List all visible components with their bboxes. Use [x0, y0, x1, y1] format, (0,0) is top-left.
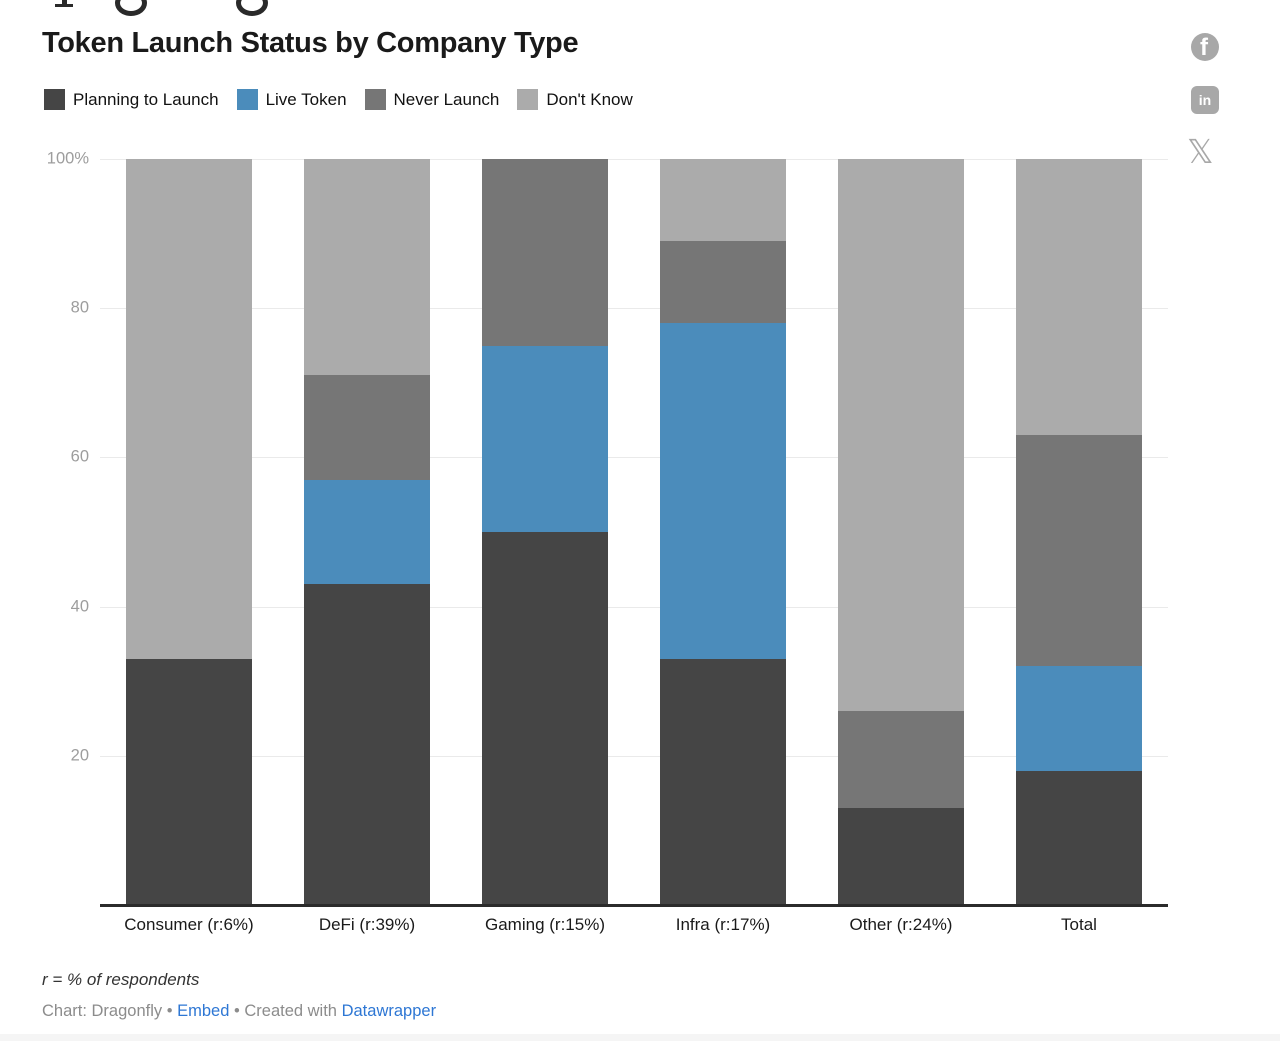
legend-item-don-t-know: Don't Know [517, 89, 633, 110]
credit-separator: • [166, 1002, 173, 1020]
legend-item-planning-to-launch: Planning to Launch [44, 89, 219, 110]
y-tick-label-80: 80 [70, 298, 89, 317]
legend-label: Never Launch [393, 89, 500, 109]
bar-segment-other-r-24-don-t-know[interactable] [838, 159, 964, 712]
page-title: Token Launch Status by Company Type [42, 27, 579, 59]
bar-segment-gaming-r-15-never-launch[interactable] [482, 159, 608, 346]
x-axis-labels: Consumer (r:6%) DeFi (r:39%) Gaming (r:15%… [100, 915, 1168, 935]
stacked-bar-total [1016, 159, 1142, 905]
legend-label: Don't Know [546, 89, 633, 109]
y-tick-label-60: 60 [70, 447, 89, 466]
bar-segment-infra-r-17-planning-to-launch[interactable] [660, 658, 786, 905]
credit-line: Chart: Dragonfly • Embed • Created with … [42, 1002, 436, 1021]
x-axis-label-gaming-r-15: Gaming (r:15%) [485, 915, 605, 934]
gridline-80 [100, 308, 1168, 310]
credit-separator: • [233, 1002, 240, 1020]
legend-item-never-launch: Never Launch [364, 89, 500, 110]
credit-source: Chart: Dragonfly [42, 1002, 163, 1020]
bar-segment-infra-r-17-never-launch[interactable] [660, 241, 786, 324]
x-axis-label-defi-r-39: DeFi (r:39%) [318, 915, 416, 934]
bar-segment-infra-r-17-don-t-know[interactable] [660, 159, 786, 242]
stacked-bar-other-r-24 [838, 159, 964, 905]
bar-segment-gaming-r-15-live-token[interactable] [482, 345, 608, 532]
y-tick-label-40: 40 [70, 597, 89, 616]
bar-segment-infra-r-17-live-token[interactable] [660, 323, 786, 659]
gridline-60 [100, 457, 1168, 459]
legend-swatch-live-token [236, 89, 258, 110]
stacked-bar-gaming-r-15 [482, 159, 608, 905]
bars-row [100, 159, 1168, 905]
bar-segment-defi-r-39-live-token[interactable] [304, 479, 430, 585]
footnote: r = % of respondents [42, 970, 200, 989]
bar-segment-defi-r-39-don-t-know[interactable] [304, 159, 430, 376]
clipped-letter-bowl [236, 0, 268, 16]
stacked-bar-infra-r-17 [660, 159, 786, 905]
bar-slot-gaming-r-15 [456, 159, 634, 905]
credit-created-with: Created with [244, 1002, 337, 1020]
bar-slot-defi-r-39 [278, 159, 456, 905]
legend-swatch-don-t-know [517, 89, 539, 110]
bar-segment-total-don-t-know[interactable] [1016, 159, 1142, 436]
plot-area: 100% 80 60 40 20 [47, 150, 1168, 907]
clipped-letter-serif [55, 4, 73, 7]
bar-segment-gaming-r-15-planning-to-launch[interactable] [482, 532, 608, 905]
x-axis-label-infra-r-17: Infra (r:17%) [675, 915, 771, 934]
gridline-100 [100, 159, 1168, 160]
bar-slot-infra-r-17 [634, 159, 812, 905]
datawrapper-link[interactable]: Datawrapper [341, 1002, 437, 1020]
x-axis-label-consumer-r-6: Consumer (r:6%) [124, 915, 254, 934]
facebook-glyph: f [1200, 34, 1208, 61]
bar-segment-other-r-24-never-launch[interactable] [838, 711, 964, 809]
linkedin-glyph: in [1198, 92, 1212, 108]
bar-segment-other-r-24-planning-to-launch[interactable] [838, 808, 964, 905]
embed-link[interactable]: Embed [177, 1002, 230, 1020]
legend-label: Live Token [265, 89, 347, 109]
clipped-letter-stem [62, 0, 67, 4]
chart-legend: Planning to Launch Live Token Never Launch… [44, 89, 633, 110]
y-tick-label-20: 20 [70, 746, 89, 765]
legend-swatch-planning-to-launch [44, 89, 65, 110]
legend-label: Planning to Launch [73, 89, 219, 109]
y-tick-label-100: 100% [46, 149, 89, 168]
bar-segment-total-planning-to-launch[interactable] [1016, 770, 1142, 905]
bar-segment-consumer-r-6-planning-to-launch[interactable] [126, 658, 252, 905]
legend-swatch-never-launch [364, 89, 386, 110]
legend-item-live-token: Live Token [236, 89, 347, 110]
bar-segment-total-live-token[interactable] [1016, 666, 1142, 771]
x-twitter-share-icon[interactable]: 𝕏 [1187, 135, 1214, 168]
stacked-bar-consumer-r-6 [126, 159, 252, 905]
bar-slot-other-r-24 [812, 159, 990, 905]
x-glyph: 𝕏 [1187, 132, 1214, 171]
stacked-bar-defi-r-39 [304, 159, 430, 905]
page-bottom-strip [0, 1034, 1280, 1041]
bar-segment-defi-r-39-never-launch[interactable] [304, 375, 430, 480]
clipped-letter-bowl [115, 0, 147, 16]
x-axis-line [100, 904, 1168, 907]
bar-slot-consumer-r-6 [100, 159, 278, 905]
gridline-40 [100, 606, 1168, 608]
x-axis-label-other-r-24: Other (r:24%) [849, 915, 953, 934]
bar-slot-total [990, 159, 1168, 905]
bar-segment-defi-r-39-planning-to-launch[interactable] [304, 584, 430, 905]
gridline-20 [100, 755, 1168, 757]
x-axis-label-total: Total [1061, 915, 1097, 934]
bar-segment-consumer-r-6-don-t-know[interactable] [126, 159, 252, 659]
bar-segment-total-never-launch[interactable] [1016, 435, 1142, 667]
facebook-share-icon[interactable]: f [1191, 33, 1219, 61]
linkedin-share-icon[interactable]: in [1191, 86, 1219, 114]
